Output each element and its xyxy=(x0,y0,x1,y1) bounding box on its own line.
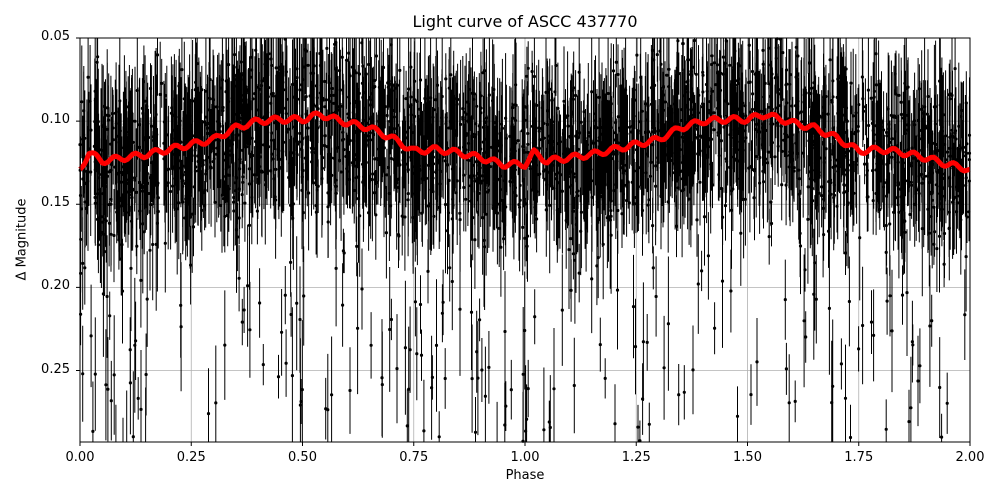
x-axis-label: Phase xyxy=(505,468,545,483)
x-tick-label: 0.75 xyxy=(399,450,429,465)
x-tick-label: 2.00 xyxy=(955,450,985,465)
y-tick-label: 0.05 xyxy=(41,29,70,44)
x-tick-label: 1.25 xyxy=(621,450,651,465)
tick-marks xyxy=(76,37,971,446)
y-tick-label: 0.10 xyxy=(41,112,70,128)
binned-mean-curve xyxy=(78,110,971,174)
observation-points xyxy=(78,37,972,443)
y-tick-label: 0.20 xyxy=(41,278,70,294)
x-tick-label: 1.00 xyxy=(510,450,540,465)
x-tick-label: 0.50 xyxy=(288,450,317,465)
y-tick-label: 0.25 xyxy=(41,361,70,377)
y-tick-label: 0.15 xyxy=(41,195,70,211)
x-tick-label: 0.25 xyxy=(176,450,206,465)
x-tick-label: 1.75 xyxy=(844,450,874,465)
x-tick-label: 0.00 xyxy=(65,450,95,465)
x-tick-label: 1.50 xyxy=(733,450,762,465)
chart-title: Light curve of ASCC 437770 xyxy=(412,12,638,31)
